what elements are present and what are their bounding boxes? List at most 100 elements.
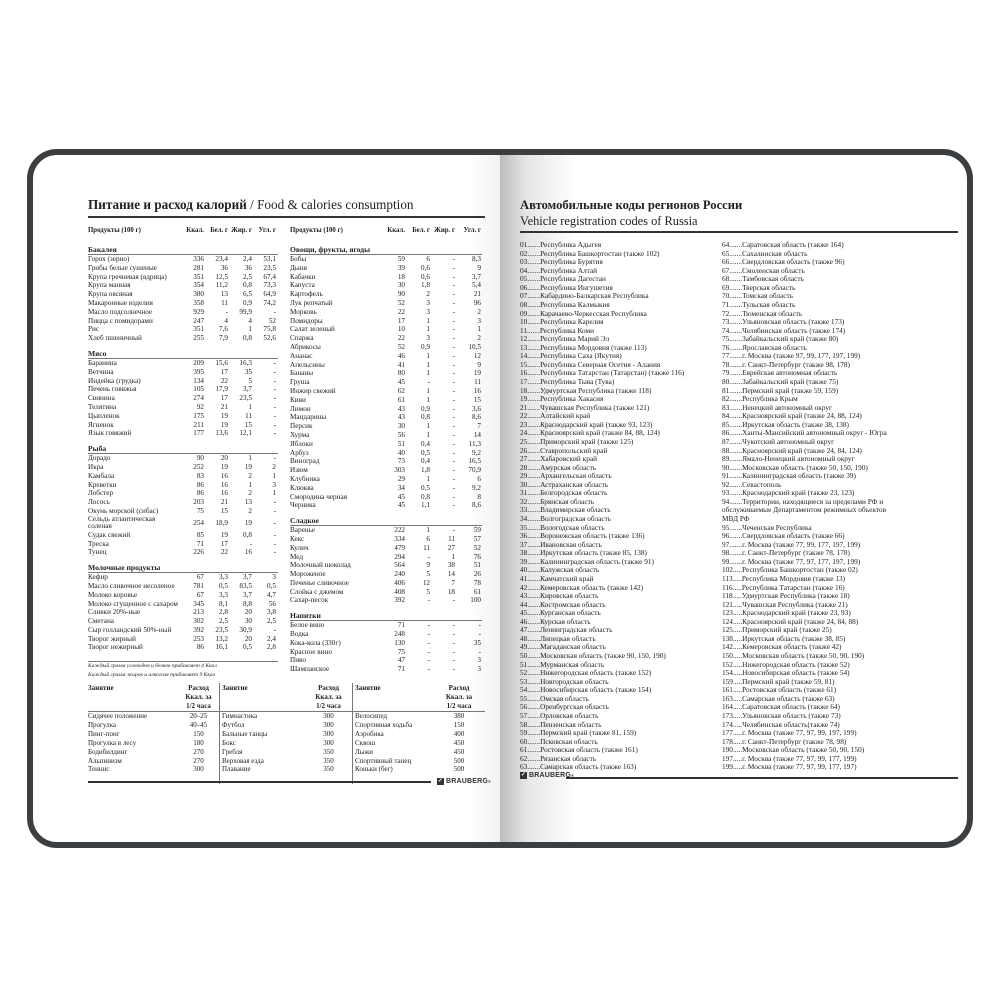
region-code-row: 70Томская область — [722, 291, 892, 301]
food-fat: 0,8 — [243, 334, 252, 343]
region-code-row: 05Республика Дагестан — [520, 274, 720, 284]
food-carbs: 3,8 — [267, 608, 276, 617]
region-code-row: 74Челябинская область (также 174) — [722, 326, 892, 336]
food-row: Крупа гречневая (ядрица) 351 12,5 2,5 67,4 — [88, 273, 278, 282]
food-protein: 11 — [423, 543, 430, 552]
food-fat: - — [452, 621, 455, 630]
food-carbs: 3 — [272, 573, 276, 582]
food-name: Баранина — [88, 358, 117, 367]
region-code: 65 — [722, 249, 742, 258]
region-name: Республика Адыгея — [540, 240, 602, 249]
region-code-row: 11Республика Коми — [520, 326, 720, 336]
food-carbs: 1 — [272, 489, 276, 498]
food-row: Яблоки 51 0,4 - 11,3 — [290, 440, 482, 449]
food-kcal: 252 — [193, 462, 204, 471]
region-code: 75 — [722, 334, 742, 343]
food-name: Шампанское — [290, 665, 330, 674]
food-row: Клюква 34 0,5 - 9,2 — [290, 484, 482, 493]
food-name: Ягненок — [88, 420, 114, 429]
food-row: Абрикосы 52 0,9 - 10,5 — [290, 343, 482, 352]
food-fat: 19 — [244, 462, 252, 471]
region-code: 88 — [722, 446, 742, 455]
region-code-row: 116Республика Татарстан (также 16) — [722, 582, 892, 593]
region-name: Владимирская область — [540, 505, 611, 515]
food-name: Изюм — [290, 466, 308, 475]
region-code: 04 — [520, 266, 540, 275]
region-code: 125 — [722, 625, 742, 634]
region-code-row: 96Свердловская область (также 66) — [722, 531, 892, 541]
food-fat: 11 — [448, 534, 455, 543]
region-name: Московская область (также 90, 150, 190) — [540, 651, 666, 660]
activity-header-value: Расход Ккал. за 1/2 часа — [305, 683, 352, 712]
region-name: Красноярский край (также 24, 84, 88) — [742, 616, 859, 626]
region-name: Забайкальский край (также 80) — [742, 334, 839, 344]
food-carbs: 9 — [477, 263, 481, 272]
food-row: Сыр голландский 50%-ный 392 23,5 30,9 - — [88, 626, 278, 635]
region-code: 190 — [722, 745, 742, 754]
food-name: Помидоры — [290, 316, 323, 325]
region-name: Челябинская область(также 74) — [742, 719, 840, 729]
region-code-row: 36Воронежская область (также 136) — [520, 531, 720, 541]
region-name: Пермский край (также 81, 159) — [540, 728, 637, 738]
food-carbs: 14 — [473, 430, 481, 439]
food-name: Макаронные изделия — [88, 298, 153, 307]
region-code-row: 07Кабардино-Балкарская Республика — [520, 291, 720, 301]
food-name: Ветчина — [88, 367, 114, 376]
region-name: Чувашская Республика (также 121) — [540, 402, 650, 412]
region-code-row: 85Иркутская область (также 38, 138) — [722, 420, 892, 430]
region-name: г. Санкт-Петербург (также 78, 178) — [742, 548, 850, 558]
header-kcal: Ккал. — [387, 227, 405, 234]
food-row: Лобстер 86 16 2 1 — [88, 489, 278, 498]
region-code-row: 22Алтайский край — [520, 411, 720, 421]
food-carbs: 56 — [268, 599, 276, 608]
food-row: Кефир 67 3,3 3,7 3 — [88, 573, 278, 582]
footer-rule-right — [566, 777, 958, 779]
food-kcal: 45 — [397, 492, 405, 501]
food-carbs: 19 — [473, 369, 481, 378]
region-code-row: 16Республика Татарстан (Татарстан) (такж… — [520, 368, 720, 378]
activity-name: Плавание — [219, 765, 305, 775]
food-row: Молоко сгущенное с сахаром 345 8,1 8,8 56 — [88, 600, 278, 609]
region-code: 21 — [520, 403, 540, 412]
food-row: Пицца с помидорами 247 4 4 52 — [88, 317, 278, 326]
food-name: Спаржа — [290, 334, 314, 343]
activity-name: Спортивный танец — [352, 756, 433, 766]
food-row: Камбала 83 16 2 1 — [88, 472, 278, 481]
region-name: Республика Татарстан (также 16) — [741, 582, 845, 592]
region-code: 07 — [520, 291, 540, 300]
food-kcal: 22 — [397, 307, 405, 316]
region-code-row: 90Московская область (также 50, 150, 190… — [722, 462, 892, 473]
food-row: Салат зеленый 10 1 - 1 — [290, 325, 482, 334]
food-protein: 23,4 — [215, 255, 228, 263]
food-fat: - — [452, 630, 455, 639]
region-code: 43 — [520, 591, 540, 600]
food-protein: 13,2 — [215, 634, 228, 643]
food-protein: 0,5 — [219, 581, 228, 590]
region-name: Республика Башкортостан (также 02) — [742, 565, 858, 575]
activity-kcal: 300 — [323, 720, 334, 729]
food-kcal: 105 — [193, 385, 204, 394]
food-row: Масло сливочное несоленое 781 0,5 83,5 0,5 — [88, 582, 278, 591]
food-row: Пиво 47 - - 3 — [290, 656, 482, 665]
food-kcal: 203 — [193, 498, 204, 507]
food-carbs: 51 — [473, 561, 481, 570]
region-name: Московская область (также 50, 150, 190) — [742, 462, 868, 472]
food-kcal: 255 — [193, 334, 204, 343]
food-row: Судак свежий 85 19 0,8 - — [88, 531, 278, 540]
food-protein: 13,6 — [215, 429, 228, 438]
header-product: Продукты (100 г) — [88, 227, 141, 234]
region-code-row: 95Чеченская Республика — [722, 523, 892, 533]
region-name: Ямало-Ненецкий автономный округ — [742, 454, 855, 464]
food-name: Хлеб пшеничный — [88, 334, 142, 343]
food-protein: 19 — [220, 462, 228, 471]
region-code-row: 06Республика Ингушетия — [520, 283, 720, 293]
food-row: Кабачки 18 0,6 - 3,7 — [290, 273, 482, 282]
region-code: 152 — [722, 660, 742, 669]
region-code: 41 — [520, 574, 540, 583]
food-name: Кулич — [290, 543, 309, 552]
food-kcal: 18 — [397, 272, 405, 281]
region-code-row: 71Тульская область — [722, 300, 892, 310]
food-carbs: 3,6 — [472, 404, 481, 413]
region-name: Территории, находящиеся за пределами РФ … — [722, 496, 887, 523]
region-code: 68 — [722, 274, 742, 283]
